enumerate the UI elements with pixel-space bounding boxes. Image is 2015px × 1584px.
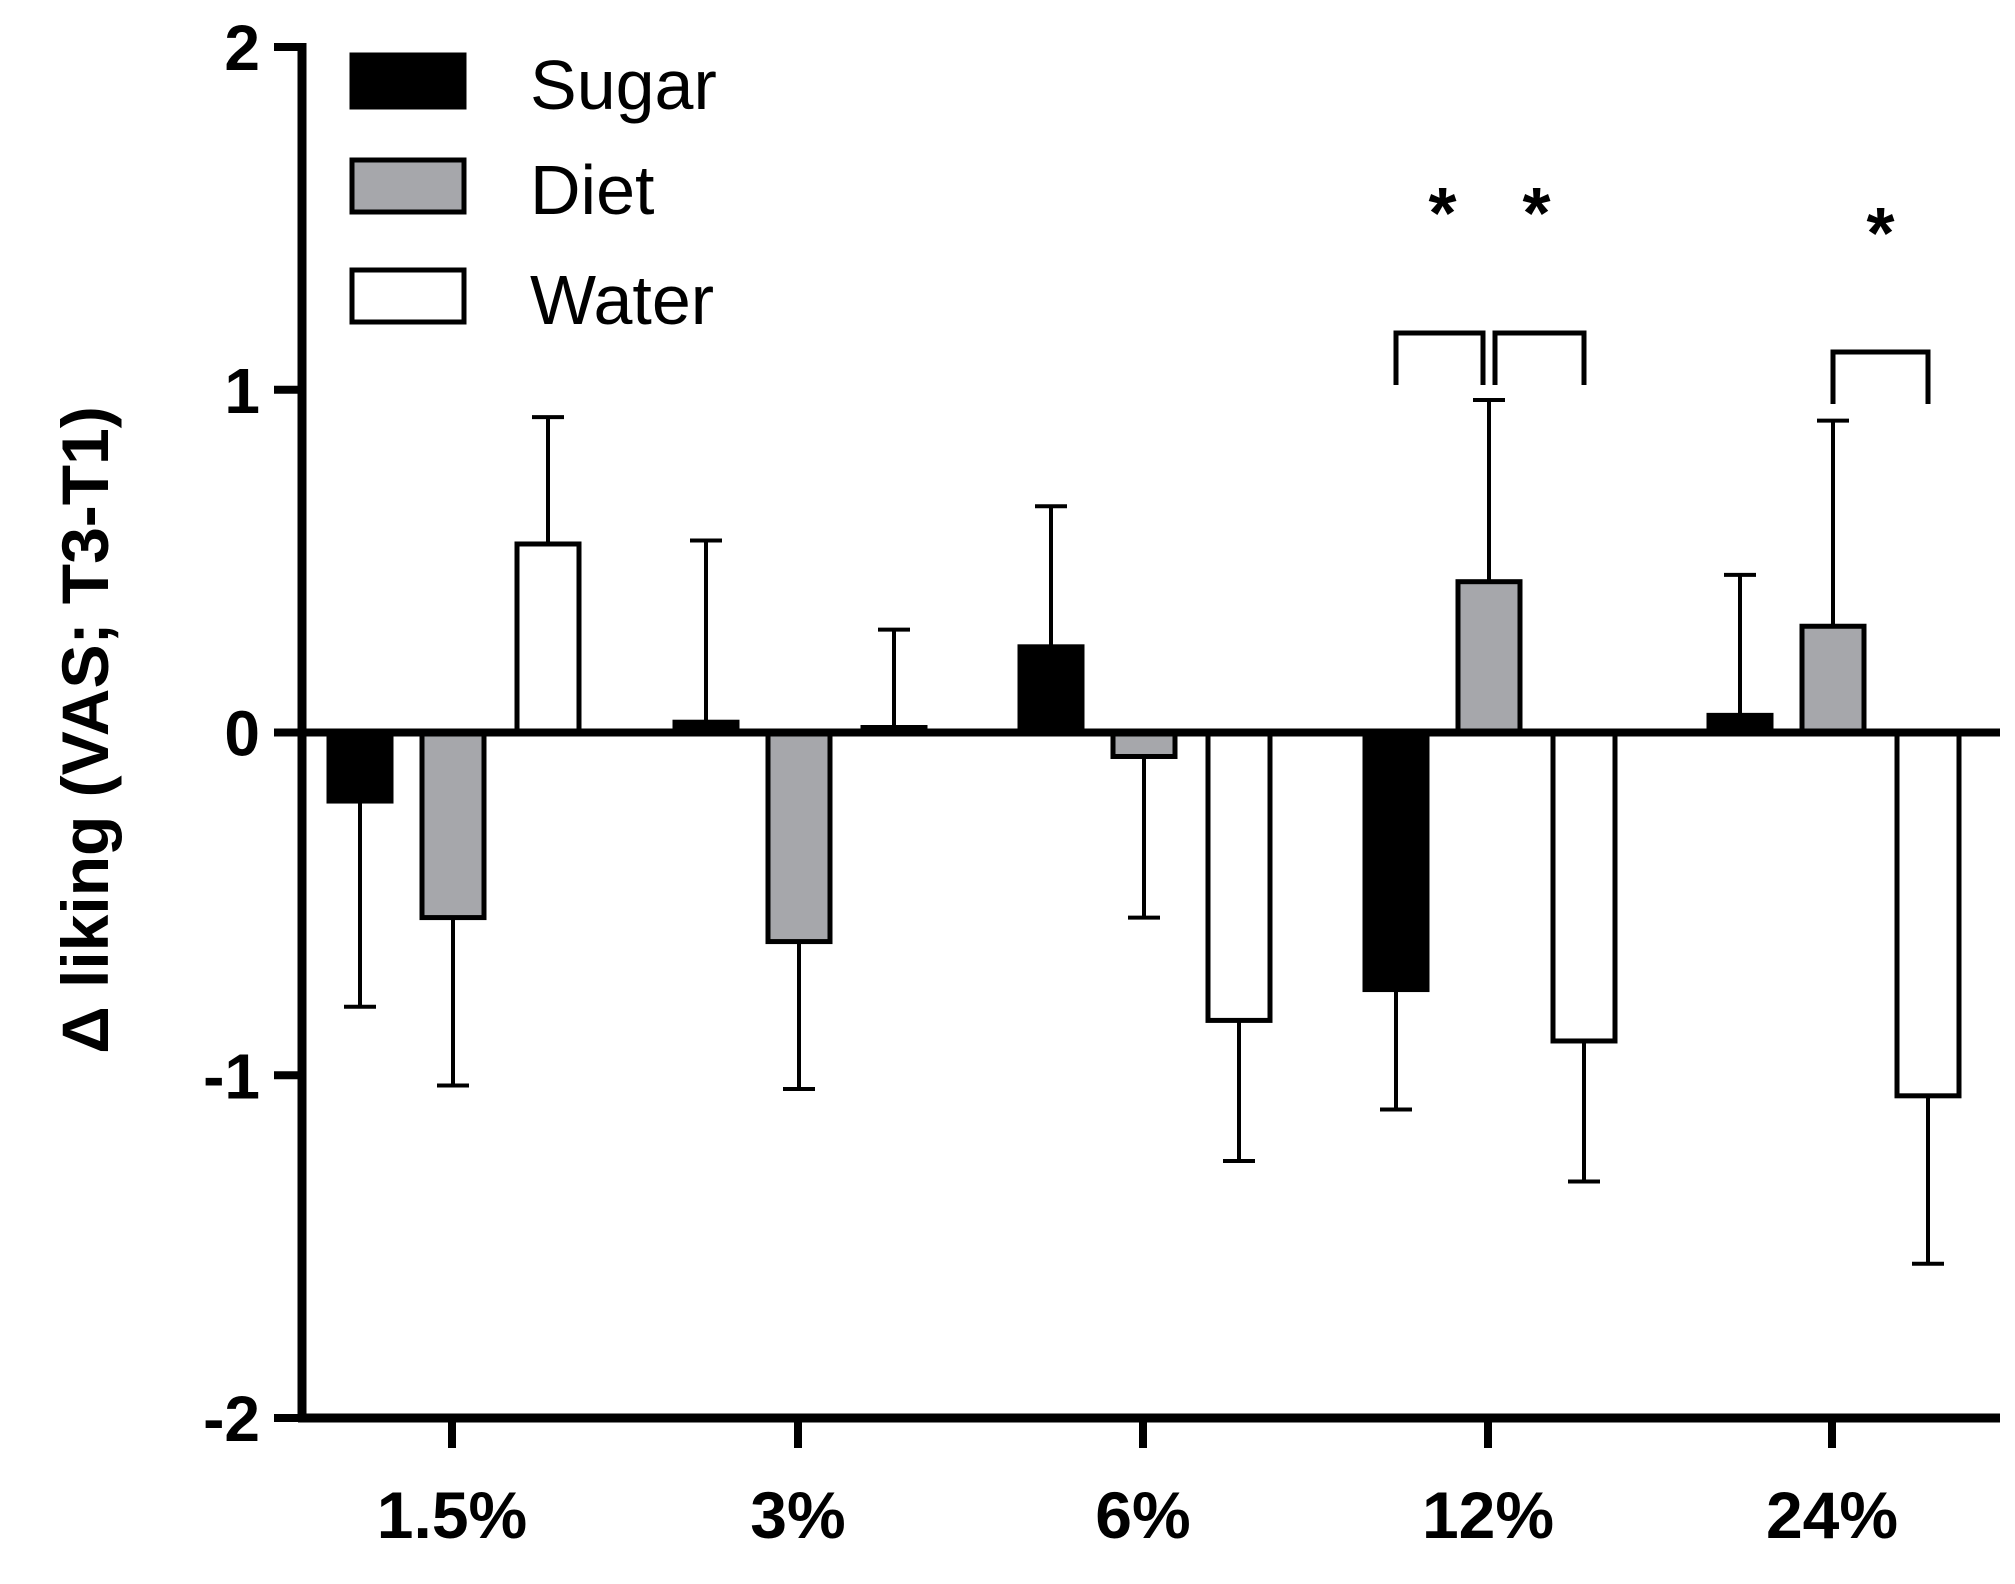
bar-diet [765, 730, 833, 945]
bar-diet [419, 730, 487, 921]
x-tick-label: 6% [1095, 1478, 1190, 1552]
error-bars-layer [344, 398, 1944, 1266]
significance-star: * [1866, 194, 1894, 274]
bar-diet [1455, 579, 1523, 735]
legend-label-diet: Diet [530, 151, 654, 229]
y-tick-label: -2 [203, 1383, 260, 1455]
bar-water [1550, 730, 1618, 1044]
y-tick-label: 0 [224, 698, 260, 770]
bar-sugar [1362, 730, 1430, 993]
x-tick-label: 12% [1422, 1478, 1554, 1552]
bar-water [1205, 730, 1273, 1023]
bar-sugar [326, 730, 394, 804]
bar-water [514, 541, 582, 735]
significance-bracket [1393, 330, 1486, 385]
significance-layer: * * * [1393, 174, 1931, 404]
legend-label-sugar: Sugar [530, 46, 717, 124]
bar-diet [1799, 623, 1867, 735]
y-tick-label: -1 [203, 1040, 260, 1112]
significance-star: * [1428, 174, 1456, 254]
y-tick-label: 2 [224, 12, 260, 84]
x-tick-label: 1.5% [377, 1478, 527, 1552]
y-axis-title: Δ liking (VAS; T3-T1) [48, 406, 122, 1054]
significance-bracket [1492, 330, 1587, 385]
axes-layer: -2 -1 0 1 2 1.5% 3% 6% 12% 24% [203, 12, 2000, 1552]
significance-star: * [1522, 174, 1550, 254]
legend-label-water: Water [530, 261, 714, 339]
bars-layer [326, 541, 1962, 1099]
legend-swatch-water [349, 267, 467, 325]
legend-swatch-sugar [349, 52, 467, 110]
y-tick-label: 1 [224, 355, 260, 427]
x-tick-label: 3% [750, 1478, 845, 1552]
x-tick-label: 24% [1766, 1478, 1898, 1552]
bar-sugar [1017, 644, 1085, 735]
bar-water [1894, 730, 1962, 1099]
legend: Sugar Diet Water [349, 46, 717, 339]
legend-swatch-diet [349, 157, 467, 215]
significance-bracket [1830, 349, 1931, 404]
